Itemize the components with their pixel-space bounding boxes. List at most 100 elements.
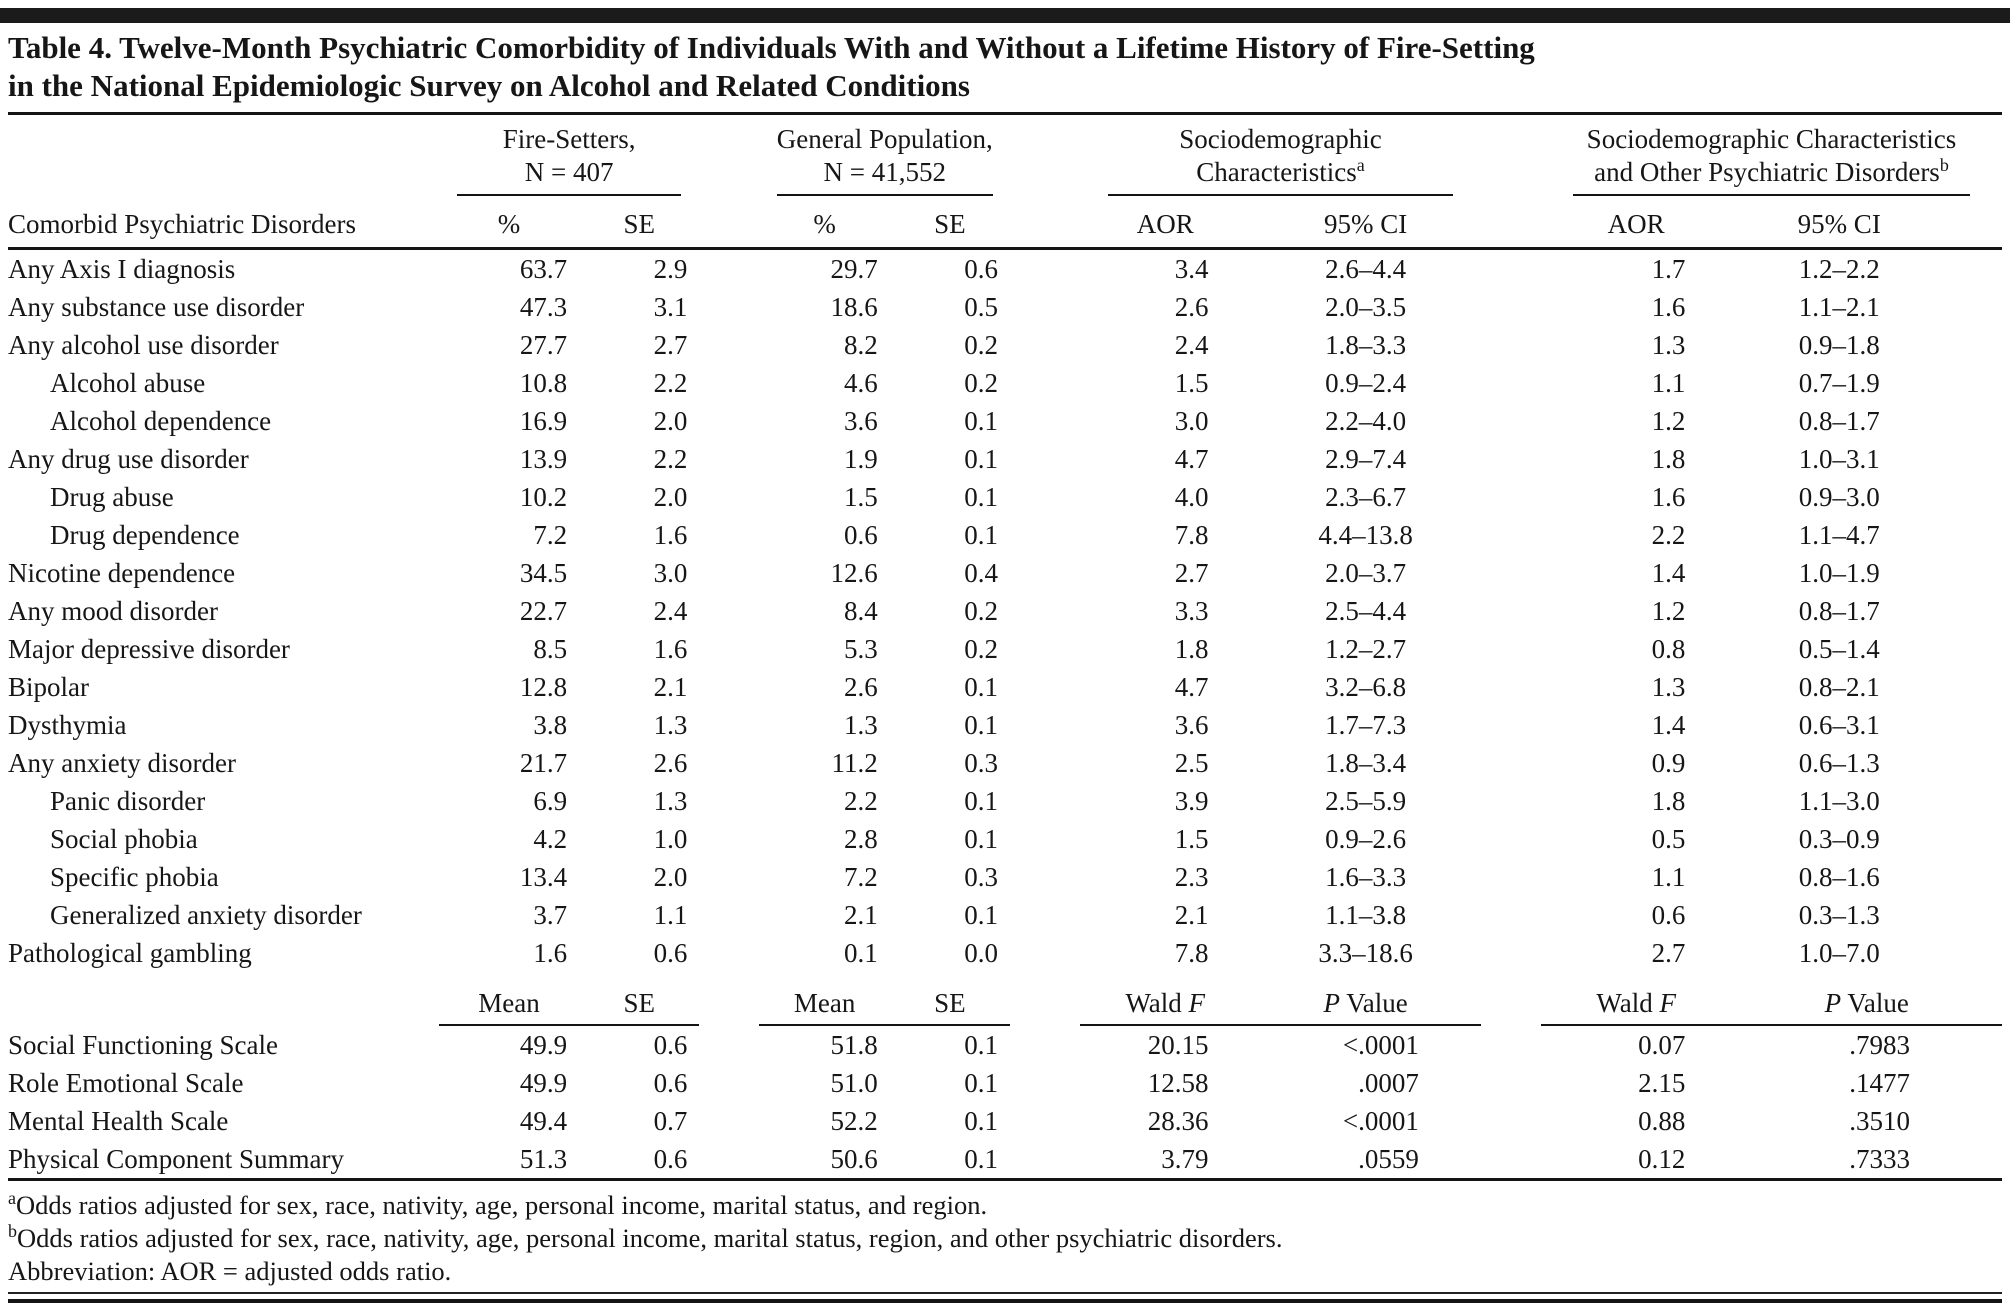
cell-value: 1.0–1.9: [1798, 558, 1880, 588]
cell-value: 0.3: [964, 862, 998, 892]
cell-value: 2.6: [844, 672, 878, 702]
cell-value: 1.3: [1651, 330, 1686, 360]
cell-spacer: [1010, 1102, 1080, 1140]
cell-spacer: [1010, 364, 1080, 402]
cell-value: 1.1: [1651, 862, 1686, 892]
cell-value: 1.1–3.0: [1798, 786, 1880, 816]
cell-spacer: [699, 1025, 759, 1064]
cell-scale-label: Mental Health Scale: [8, 1106, 229, 1136]
cell-spacer: [1481, 516, 1541, 554]
cell-scale-header: Mean: [759, 972, 890, 1026]
cell-disorder-label: Any substance use disorder: [8, 292, 305, 322]
cell-spacer: [1481, 440, 1541, 478]
spacer: [1010, 117, 1080, 196]
cell-value: 0.2: [964, 634, 998, 664]
cell-value: 0.2: [964, 368, 998, 398]
cell-value: 7.8: [1174, 520, 1209, 550]
cell-spacer: [1010, 744, 1080, 782]
cell-spacer: [1010, 592, 1080, 630]
disorder-row: Any substance use disorder 47.3 3.1 18.6 0.5…: [8, 288, 2002, 326]
cell-value: 7.8: [1174, 938, 1209, 968]
table-title: Table 4. Twelve-Month Psychiatric Comorb…: [8, 30, 1535, 103]
footnote-text: Abbreviation: AOR = adjusted odds ratio.: [8, 1256, 452, 1286]
cell-disorder-label: Pathological gambling: [8, 938, 252, 968]
footnote-b: bOdds ratios adjusted for sex, race, nat…: [8, 1222, 2002, 1255]
cell-value: 0.6–1.3: [1798, 748, 1880, 778]
cell-spacer: [1481, 744, 1541, 782]
cell-value: 0.6: [964, 254, 998, 284]
group-label: General Population,: [776, 124, 993, 154]
cell-value: 1.8–3.3: [1325, 330, 1407, 360]
cell-value: 28.36: [1147, 1106, 1209, 1136]
cell-spacer: [1481, 630, 1541, 668]
cell-value: 0.1: [964, 900, 998, 930]
cell-value: 3.0: [1174, 406, 1209, 436]
cell-value: 0.8–1.7: [1798, 596, 1880, 626]
cell-disorder-label: Social phobia: [50, 824, 198, 854]
cell-value: 1.7: [1651, 254, 1686, 284]
cell-value: 16.9: [519, 406, 568, 436]
cell-value: 3.3: [1174, 596, 1209, 626]
cell-value: 1.3: [653, 786, 688, 816]
cell-value: 1.6: [1651, 482, 1686, 512]
cell-value: 2.8: [844, 824, 878, 854]
cell-spacer: [8, 972, 439, 1025]
cell-spacer: [699, 249, 759, 289]
col-header-ci: 95% CI: [1250, 196, 1481, 250]
cell-value: 0.07: [1638, 1030, 1686, 1060]
cell-value: .3510: [1849, 1106, 1910, 1136]
cell-value: 2.2: [1651, 520, 1686, 550]
col-group-sociodemographic: Sociodemographic Characteristicsa: [1080, 117, 1481, 196]
cell-value: 20.15: [1147, 1030, 1209, 1060]
cell-value: 10.8: [519, 368, 568, 398]
cell-value: 1.6: [533, 938, 568, 968]
cell-scale-label: Role Emotional Scale: [8, 1068, 244, 1098]
cell-value: 3.79: [1080, 1140, 1251, 1181]
cell-scale-label: Physical Component Summary: [8, 1140, 439, 1181]
cell-value: 1.2–2.7: [1325, 634, 1407, 664]
cell-scale-header: Wald F: [1080, 972, 1251, 1026]
cell-value: 0.6: [653, 938, 688, 968]
cell-value: 2.6: [1174, 292, 1209, 322]
cell-value: 0.12: [1541, 1140, 1732, 1181]
cell-scale-header: P Value: [1250, 972, 1481, 1026]
group-label: Characteristics: [1196, 157, 1357, 187]
cell-spacer: [699, 668, 759, 706]
cell-value: 8.5: [533, 634, 568, 664]
cell-spacer: [699, 516, 759, 554]
footnote-marker: a: [8, 1188, 16, 1209]
cell-spacer: [1010, 516, 1080, 554]
cell-disorder-label: Alcohol abuse: [50, 368, 206, 398]
cell-value: 0.6: [579, 1140, 700, 1181]
disorder-row: Any drug use disorder 13.9 2.2 1.9 0.1 4.7 2.9…: [8, 440, 2002, 478]
cell-value: 11.2: [831, 748, 878, 778]
cell-value: 2.7: [1174, 558, 1209, 588]
cell-value: 0.1: [964, 1030, 998, 1060]
cell-value: 0.1: [964, 710, 998, 740]
cell-scale-header: SE: [889, 972, 1010, 1026]
cell-value: 0.1: [964, 444, 998, 474]
cell-disorder-label: Dysthymia: [8, 710, 127, 740]
cell-value: 1.4: [1651, 710, 1686, 740]
cell-value: 0.6: [653, 1030, 688, 1060]
cell-value: 3.6: [844, 406, 878, 436]
cell-value: 2.2: [844, 786, 878, 816]
cell-value: 0.6: [653, 1068, 688, 1098]
disorder-row: Any alcohol use disorder 27.7 2.7 8.2 0.2 2.4…: [8, 326, 2002, 364]
disorder-row: Specific phobia 13.4 2.0 7.2 0.3 2.3 1.6–3.3 1.…: [8, 858, 2002, 896]
cell-value: 4.6: [844, 368, 878, 398]
col-header-pct: %: [438, 196, 580, 250]
cell-value: 34.5: [519, 558, 568, 588]
cell-disorder-label: Generalized anxiety disorder: [50, 900, 362, 930]
cell-value: 0.9–3.0: [1798, 482, 1880, 512]
spacer: [699, 117, 759, 196]
cell-spacer: [1010, 326, 1080, 364]
disorder-row: Pathological gambling 1.6 0.6 0.1 0.0 7.8 3.3–…: [8, 934, 2002, 972]
scale-row: Physical Component Summary 51.3 0.6 50.6 0.1…: [8, 1140, 2002, 1181]
cell-value: 1.8: [1174, 634, 1209, 664]
cell-spacer: [699, 630, 759, 668]
cell-disorder-label: Any alcohol use disorder: [8, 330, 279, 360]
cell-spacer: [699, 706, 759, 744]
cell-value: 2.5–5.9: [1325, 786, 1407, 816]
cell-value: 2.0: [653, 406, 688, 436]
